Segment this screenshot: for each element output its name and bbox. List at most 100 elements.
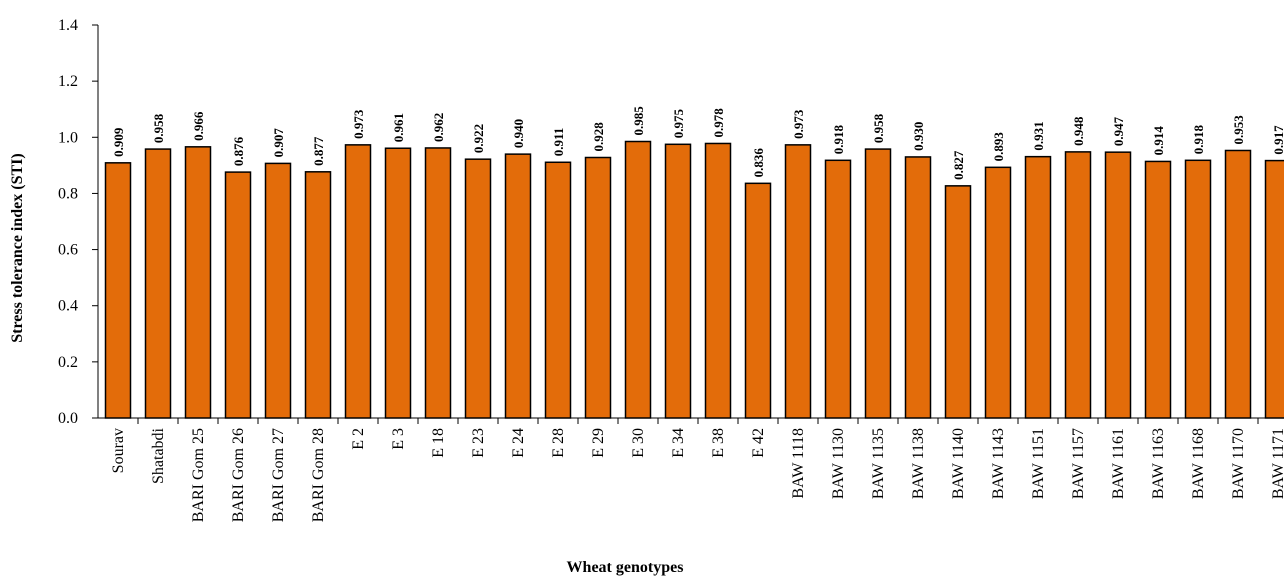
bar <box>384 147 412 419</box>
data-label: 0.947 <box>1111 116 1126 146</box>
bar <box>544 161 572 419</box>
y-tick-label: 0.4 <box>58 298 78 315</box>
bar <box>144 148 172 419</box>
x-tick-label: E 3 <box>390 428 407 450</box>
data-label: 0.918 <box>831 125 846 155</box>
x-axis-title: Wheat genotypes <box>567 559 684 576</box>
bar <box>1264 159 1284 419</box>
x-tick-label: BARI Gom 25 <box>190 428 207 522</box>
x-tick-label: E 18 <box>430 428 447 458</box>
data-label: 0.961 <box>391 113 406 142</box>
data-label: 0.877 <box>311 136 326 166</box>
x-tick-label: E 34 <box>670 428 687 458</box>
bar <box>784 144 812 419</box>
bar <box>664 143 692 419</box>
data-label: 0.985 <box>631 106 646 136</box>
data-label: 0.940 <box>511 119 526 148</box>
y-tick-label: 0.8 <box>58 185 78 202</box>
x-tick-label: BAW 1161 <box>1110 428 1127 499</box>
bar <box>264 162 292 419</box>
x-tick-label: BAW 1168 <box>1190 428 1207 499</box>
x-tick-label: E 38 <box>710 428 727 458</box>
data-label: 0.930 <box>911 122 926 151</box>
x-axis: Sourav Shatabdi BARI Gom 25 BARI Gom 26 BARI… <box>98 417 1284 522</box>
x-tick-label: BAW 1118 <box>790 428 807 499</box>
bar <box>464 158 492 419</box>
bar <box>104 162 132 419</box>
data-label: 0.876 <box>231 136 246 166</box>
x-tick-label: E 24 <box>510 428 527 458</box>
bar <box>1224 149 1252 419</box>
bar <box>304 171 332 419</box>
bar <box>184 146 212 419</box>
bar <box>824 159 852 419</box>
x-tick-label: BARI Gom 27 <box>270 428 287 522</box>
data-label: 0.922 <box>471 124 486 153</box>
bar <box>1184 159 1212 419</box>
x-tick-label: BAW 1135 <box>870 428 887 499</box>
x-tick-label: BAW 1138 <box>910 428 927 499</box>
data-label: 0.973 <box>791 109 806 139</box>
y-axis-title: Stress tolerance index (STI) <box>9 153 26 342</box>
bar <box>704 142 732 419</box>
bar <box>1024 155 1052 419</box>
x-tick-label: BARI Gom 26 <box>230 428 247 522</box>
bar <box>944 185 972 419</box>
y-tick-label: 1.4 <box>58 17 78 34</box>
data-label: 0.909 <box>111 127 126 157</box>
data-label: 0.918 <box>1191 125 1206 155</box>
data-label: 0.836 <box>751 148 766 178</box>
data-label: 0.893 <box>991 132 1006 162</box>
x-tick-label: Shatabdi <box>150 427 167 484</box>
bar <box>584 156 612 419</box>
x-tick-label: BAW 1157 <box>1070 428 1087 499</box>
x-tick-label: BAW 1171 <box>1270 428 1284 499</box>
data-label: 0.975 <box>671 109 686 139</box>
y-tick-label: 0.6 <box>58 242 78 259</box>
x-tick-label: E 42 <box>750 428 767 458</box>
data-label: 0.948 <box>1071 116 1086 146</box>
y-tick-label: 0.2 <box>58 354 78 371</box>
data-label: 0.953 <box>1231 115 1246 145</box>
data-label: 0.917 <box>1271 125 1284 155</box>
data-label: 0.966 <box>191 111 206 141</box>
bar <box>744 182 772 419</box>
bars: 0.909 0.958 0.966 0.876 0.907 0.877 0.973 0.961… <box>104 106 1284 419</box>
bar <box>984 166 1012 419</box>
x-tick-label: BARI Gom 28 <box>310 428 327 522</box>
y-tick-label: 1.0 <box>58 129 78 146</box>
x-tick-label: BAW 1151 <box>1030 428 1047 499</box>
data-label: 0.958 <box>151 113 166 143</box>
x-tick-label: BAW 1170 <box>1230 428 1247 499</box>
bar <box>864 148 892 419</box>
x-tick-label: E 29 <box>590 428 607 458</box>
x-tick-label: E 23 <box>470 428 487 458</box>
bar <box>624 140 652 419</box>
x-tick-label: BAW 1163 <box>1150 428 1167 499</box>
data-label: 0.958 <box>871 113 886 143</box>
y-tick-label: 1.2 <box>58 73 78 90</box>
data-label: 0.827 <box>951 150 966 180</box>
bar <box>224 171 252 419</box>
data-label: 0.928 <box>591 122 606 152</box>
x-tick-label: E 30 <box>630 428 647 458</box>
data-label: 0.911 <box>551 128 566 157</box>
x-tick-label: E 2 <box>350 428 367 450</box>
bar <box>1144 160 1172 419</box>
bar <box>1104 151 1132 419</box>
bar <box>504 153 532 419</box>
x-tick-label: E 28 <box>550 428 567 458</box>
bar <box>424 147 452 419</box>
bar <box>904 156 932 419</box>
y-tick-label: 0.0 <box>58 410 78 427</box>
bar <box>344 144 372 419</box>
x-tick-label: BAW 1140 <box>950 428 967 499</box>
y-axis: 0.0 0.2 0.4 0.6 0.8 1.0 1.2 1.4 <box>58 17 99 427</box>
data-label: 0.931 <box>1031 121 1046 150</box>
bar <box>1064 151 1092 419</box>
data-label: 0.973 <box>351 109 366 139</box>
data-label: 0.978 <box>711 108 726 138</box>
data-label: 0.914 <box>1151 126 1166 156</box>
x-tick-label: BAW 1130 <box>830 428 847 499</box>
data-label: 0.962 <box>431 113 446 142</box>
